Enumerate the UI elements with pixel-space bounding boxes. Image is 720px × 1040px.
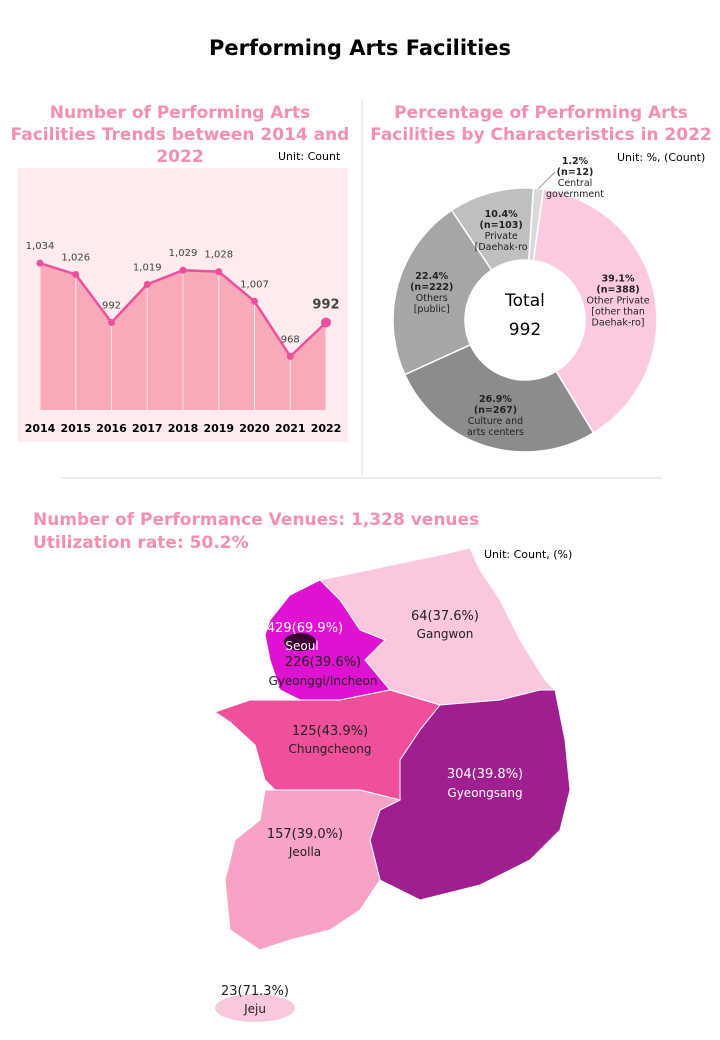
label-count: (n=12) xyxy=(556,167,594,178)
line-unit: Unit: Count xyxy=(278,150,341,163)
donut-segment xyxy=(532,188,658,434)
donut-label: 22.4% (n=222) Others [public] xyxy=(401,271,463,315)
donut-segment xyxy=(392,209,493,376)
point xyxy=(108,318,115,326)
point xyxy=(215,268,223,276)
x-tick-label: 2020 xyxy=(239,422,270,435)
region-value: 125(43.9%) xyxy=(292,724,368,739)
data-label: 992 xyxy=(312,297,339,312)
label-name: Private [Daehak-ro xyxy=(474,231,528,254)
label-count: (n=267) xyxy=(473,404,518,416)
page-title: Performing Arts Facilities xyxy=(208,36,512,60)
label-percent: 1.2% xyxy=(561,156,589,167)
label-count: (n=103) xyxy=(479,220,523,232)
map-title: Number of Performance Venues: 1,328 venu… xyxy=(33,510,480,530)
donut-label: 1.2% (n=12) Central government xyxy=(544,156,606,200)
region xyxy=(284,633,316,651)
label-percent: 39.1% xyxy=(601,273,635,285)
label-name: Other Private [other than Daehak-ro] xyxy=(586,295,650,329)
line-title: Number of Performing Arts Facilities Tre… xyxy=(10,103,350,167)
label-count: (n=222) xyxy=(410,282,454,294)
data-label: 1,029 xyxy=(169,248,198,259)
label-percent: 10.4% xyxy=(484,209,518,221)
label-percent: 26.9% xyxy=(478,393,512,405)
x-tick-label: 2019 xyxy=(203,422,234,435)
data-label: 992 xyxy=(102,300,121,311)
donut-segment xyxy=(403,343,595,453)
region-name: Jeju xyxy=(243,1002,266,1016)
data-label: 968 xyxy=(281,334,300,345)
donut-title: Percentage of Performing Arts Facilities… xyxy=(370,103,712,145)
data-label: 1,028 xyxy=(204,250,233,261)
region xyxy=(215,994,295,1022)
region-value: 429(69.9%) xyxy=(267,621,343,636)
region-value: 226(39.6%) xyxy=(285,655,361,670)
x-tick-label: 2022 xyxy=(311,422,342,435)
region-value: 157(39.0%) xyxy=(267,827,343,842)
point xyxy=(36,259,44,267)
label-percent: 22.4% xyxy=(415,271,449,283)
region-value: 23(71.3%) xyxy=(221,984,289,999)
map-subtitle: Utilization rate: 50.2% xyxy=(33,533,249,553)
region-value: 304(39.8%) xyxy=(447,767,523,782)
donut-unit: Unit: %, (Count) xyxy=(617,151,706,164)
x-tick-label: 2018 xyxy=(168,422,199,435)
donut-label: 26.9% (n=267) Culture and arts centers xyxy=(464,394,526,438)
x-tick-label: 2015 xyxy=(60,422,91,435)
point xyxy=(251,297,258,305)
label-count: (n=388) xyxy=(596,284,640,296)
region-value: 64(37.6%) xyxy=(411,609,479,624)
region-name: Chungcheong xyxy=(289,742,372,756)
map-unit: Unit: Count, (%) xyxy=(484,548,573,561)
region xyxy=(369,689,571,901)
region xyxy=(224,789,402,951)
x-tick-label: 2016 xyxy=(96,422,127,435)
x-tick-label: 2021 xyxy=(275,422,306,435)
point xyxy=(286,352,294,360)
center-label: Total xyxy=(504,291,545,311)
x-tick-label: 2014 xyxy=(25,422,56,435)
region-name: Jeolla xyxy=(288,845,321,859)
region-name: Seoul xyxy=(285,639,318,653)
region-name: Gyeonggi/Incheon xyxy=(268,674,377,688)
leader-line xyxy=(538,171,556,190)
data-label: 1,026 xyxy=(61,252,90,263)
donut-label: 10.4% (n=103) Private [Daehak-ro xyxy=(470,209,532,253)
region-name: Gangwon xyxy=(417,627,474,641)
data-label: 1,019 xyxy=(133,262,162,273)
point xyxy=(321,317,331,328)
point xyxy=(179,266,187,274)
region-name: Gyeongsang xyxy=(447,786,522,800)
x-tick-label: 2017 xyxy=(132,422,163,435)
label-name: Others [public] xyxy=(413,293,450,316)
label-name: Culture and arts centers xyxy=(466,415,524,438)
donut-label: 39.1% (n=388) Other Private [other than Da… xyxy=(583,273,653,328)
region xyxy=(264,579,391,701)
point xyxy=(143,280,151,288)
label-name: Central government xyxy=(546,178,604,200)
center-value: 992 xyxy=(509,320,541,340)
donut-segment xyxy=(528,187,545,262)
data-label: 1,034 xyxy=(26,241,55,252)
data-label: 1,007 xyxy=(240,279,269,290)
point xyxy=(72,270,80,278)
